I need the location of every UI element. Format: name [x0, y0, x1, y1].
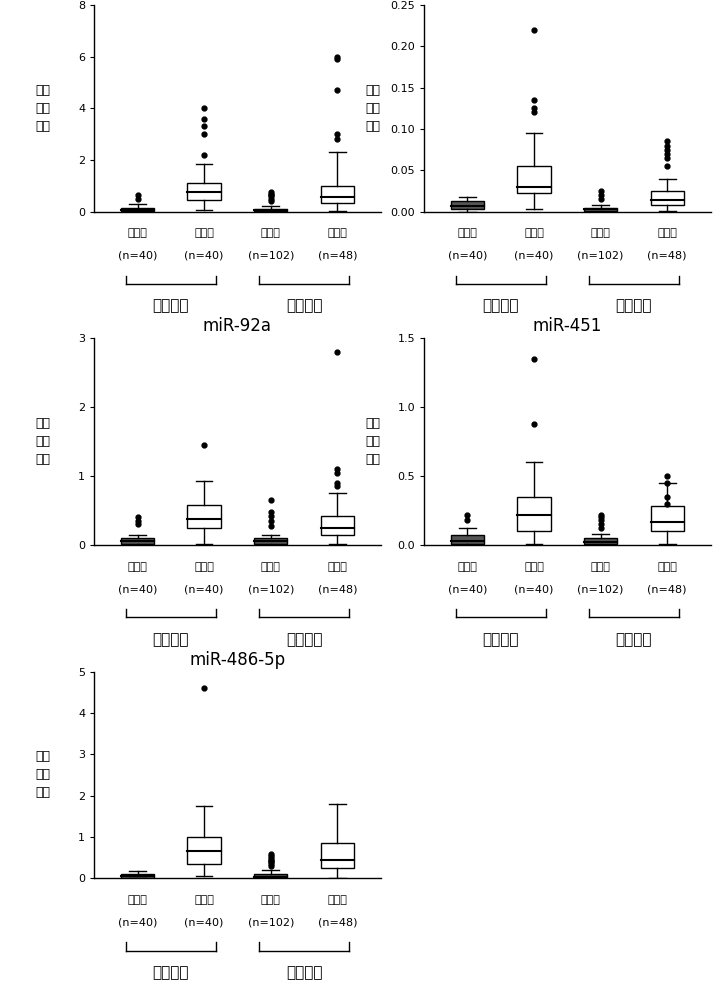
Bar	[188, 183, 221, 200]
Text: (n=102): (n=102)	[577, 584, 624, 594]
Text: 病例组: 病例组	[524, 562, 544, 572]
Text: 探索阶段: 探索阶段	[152, 298, 189, 313]
Text: 病例组: 病例组	[194, 228, 214, 238]
Text: 对照组: 对照组	[261, 895, 281, 905]
Text: (n=40): (n=40)	[118, 251, 157, 261]
Title: miR-25: miR-25	[538, 0, 597, 2]
Bar	[121, 874, 154, 878]
Text: (n=40): (n=40)	[448, 584, 487, 594]
Bar	[320, 843, 354, 868]
Text: 验证阶段: 验证阶段	[616, 632, 652, 647]
Bar	[584, 208, 617, 211]
Text: (n=40): (n=40)	[448, 251, 487, 261]
Bar	[518, 497, 551, 531]
Text: 对照组: 对照组	[457, 228, 477, 238]
Text: (n=102): (n=102)	[247, 918, 294, 928]
Text: 病例组: 病例组	[658, 228, 677, 238]
Text: (n=40): (n=40)	[184, 251, 224, 261]
Text: (n=48): (n=48)	[318, 918, 357, 928]
Text: (n=40): (n=40)	[184, 918, 224, 928]
Text: (n=102): (n=102)	[247, 251, 294, 261]
Text: 对照组: 对照组	[457, 562, 477, 572]
Text: 相对
表达
水平: 相对 表达 水平	[365, 417, 380, 466]
Bar	[121, 538, 154, 544]
Text: 对照组: 对照组	[261, 228, 281, 238]
Text: 相对
表达
水平: 相对 表达 水平	[36, 417, 50, 466]
Bar	[650, 506, 684, 531]
Text: 相对
表达
水平: 相对 表达 水平	[365, 84, 380, 133]
Bar	[320, 186, 354, 203]
Text: 病例组: 病例组	[194, 895, 214, 905]
Bar	[650, 191, 684, 205]
Text: 验证阶段: 验证阶段	[286, 298, 323, 313]
Text: (n=40): (n=40)	[118, 584, 157, 594]
Bar	[320, 516, 354, 535]
Text: 验证阶段: 验证阶段	[616, 298, 652, 313]
Bar	[451, 535, 484, 544]
Text: 病例组: 病例组	[328, 895, 347, 905]
Text: (n=48): (n=48)	[318, 584, 357, 594]
Text: 病例组: 病例组	[328, 562, 347, 572]
Text: 对照组: 对照组	[128, 895, 147, 905]
Text: 探索阶段: 探索阶段	[482, 632, 519, 647]
Title: miR-451: miR-451	[533, 317, 602, 335]
Bar	[254, 209, 287, 211]
Text: 探索阶段: 探索阶段	[152, 965, 189, 980]
Text: 探索阶段: 探索阶段	[152, 632, 189, 647]
Text: (n=40): (n=40)	[514, 251, 554, 261]
Text: 对照组: 对照组	[591, 562, 610, 572]
Title: miR-92a: miR-92a	[203, 317, 272, 335]
Bar	[121, 208, 154, 211]
Text: (n=48): (n=48)	[647, 584, 687, 594]
Text: 病例组: 病例组	[194, 562, 214, 572]
Bar	[254, 874, 287, 878]
Text: 验证阶段: 验证阶段	[286, 632, 323, 647]
Text: 探索阶段: 探索阶段	[482, 298, 519, 313]
Text: 病例组: 病例组	[658, 562, 677, 572]
Bar	[254, 538, 287, 544]
Text: (n=102): (n=102)	[577, 251, 624, 261]
Bar	[584, 538, 617, 544]
Title: miR-16: miR-16	[208, 0, 267, 2]
Text: (n=40): (n=40)	[184, 584, 224, 594]
Text: 病例组: 病例组	[328, 228, 347, 238]
Bar	[188, 505, 221, 528]
Text: (n=48): (n=48)	[318, 251, 357, 261]
Text: 对照组: 对照组	[591, 228, 610, 238]
Text: 对照组: 对照组	[128, 562, 147, 572]
Text: 验证阶段: 验证阶段	[286, 965, 323, 980]
Text: 对照组: 对照组	[261, 562, 281, 572]
Text: (n=40): (n=40)	[514, 584, 554, 594]
Text: (n=102): (n=102)	[247, 584, 294, 594]
Text: (n=40): (n=40)	[118, 918, 157, 928]
Text: (n=48): (n=48)	[647, 251, 687, 261]
Title: miR-486-5p: miR-486-5p	[189, 651, 286, 669]
Bar	[188, 837, 221, 864]
Text: 对照组: 对照组	[128, 228, 147, 238]
Text: 相对
表达
水平: 相对 表达 水平	[36, 84, 50, 133]
Bar	[451, 201, 484, 209]
Text: 相对
表达
水平: 相对 表达 水平	[36, 750, 50, 800]
Text: 病例组: 病例组	[524, 228, 544, 238]
Bar	[518, 166, 551, 193]
